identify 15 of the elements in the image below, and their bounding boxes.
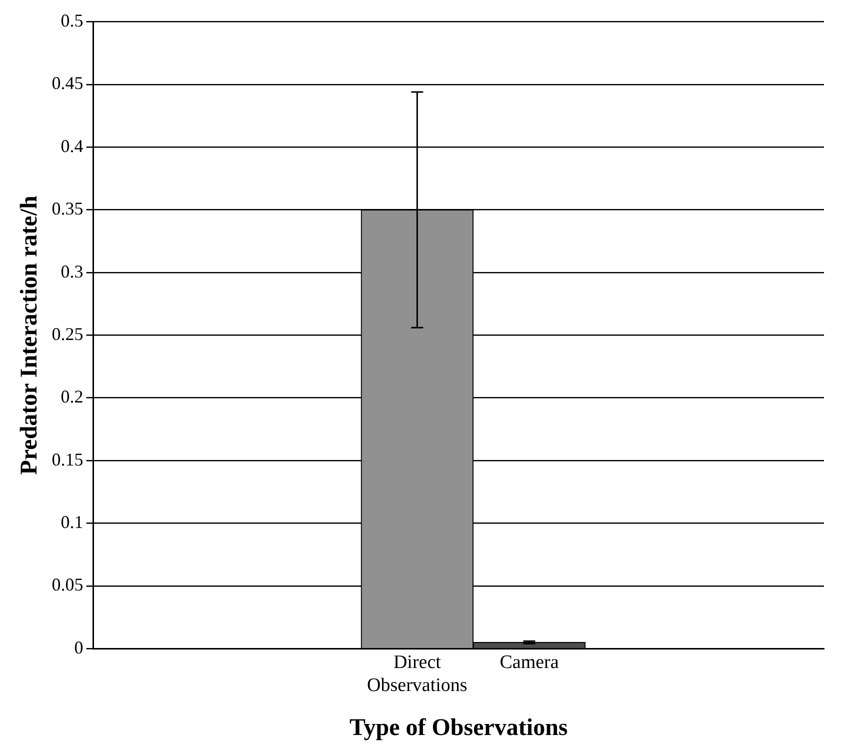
y-tick-label: 0.1 — [60, 512, 84, 532]
y-tick-label: 0.45 — [52, 73, 84, 94]
x-tick-label: Direct Observations — [367, 652, 468, 696]
y-tick-label: 0.35 — [52, 198, 84, 219]
x-tick-label: Camera — [500, 652, 560, 673]
y-tick-label: 0.3 — [60, 261, 84, 282]
y-tick-label: 0.5 — [60, 10, 84, 31]
y-tick-label: 0 — [74, 637, 84, 658]
y-axis-title: Predator Interaction rate/h — [16, 196, 43, 475]
y-tick-label: 0.05 — [52, 574, 84, 595]
y-tick-label: 0.4 — [60, 136, 84, 156]
y-tick-label: 0.25 — [52, 324, 84, 344]
y-tick-label: 0.2 — [60, 386, 84, 407]
x-axis-title: Type of Observations — [350, 714, 568, 741]
y-tick-label: 0.15 — [52, 449, 84, 470]
